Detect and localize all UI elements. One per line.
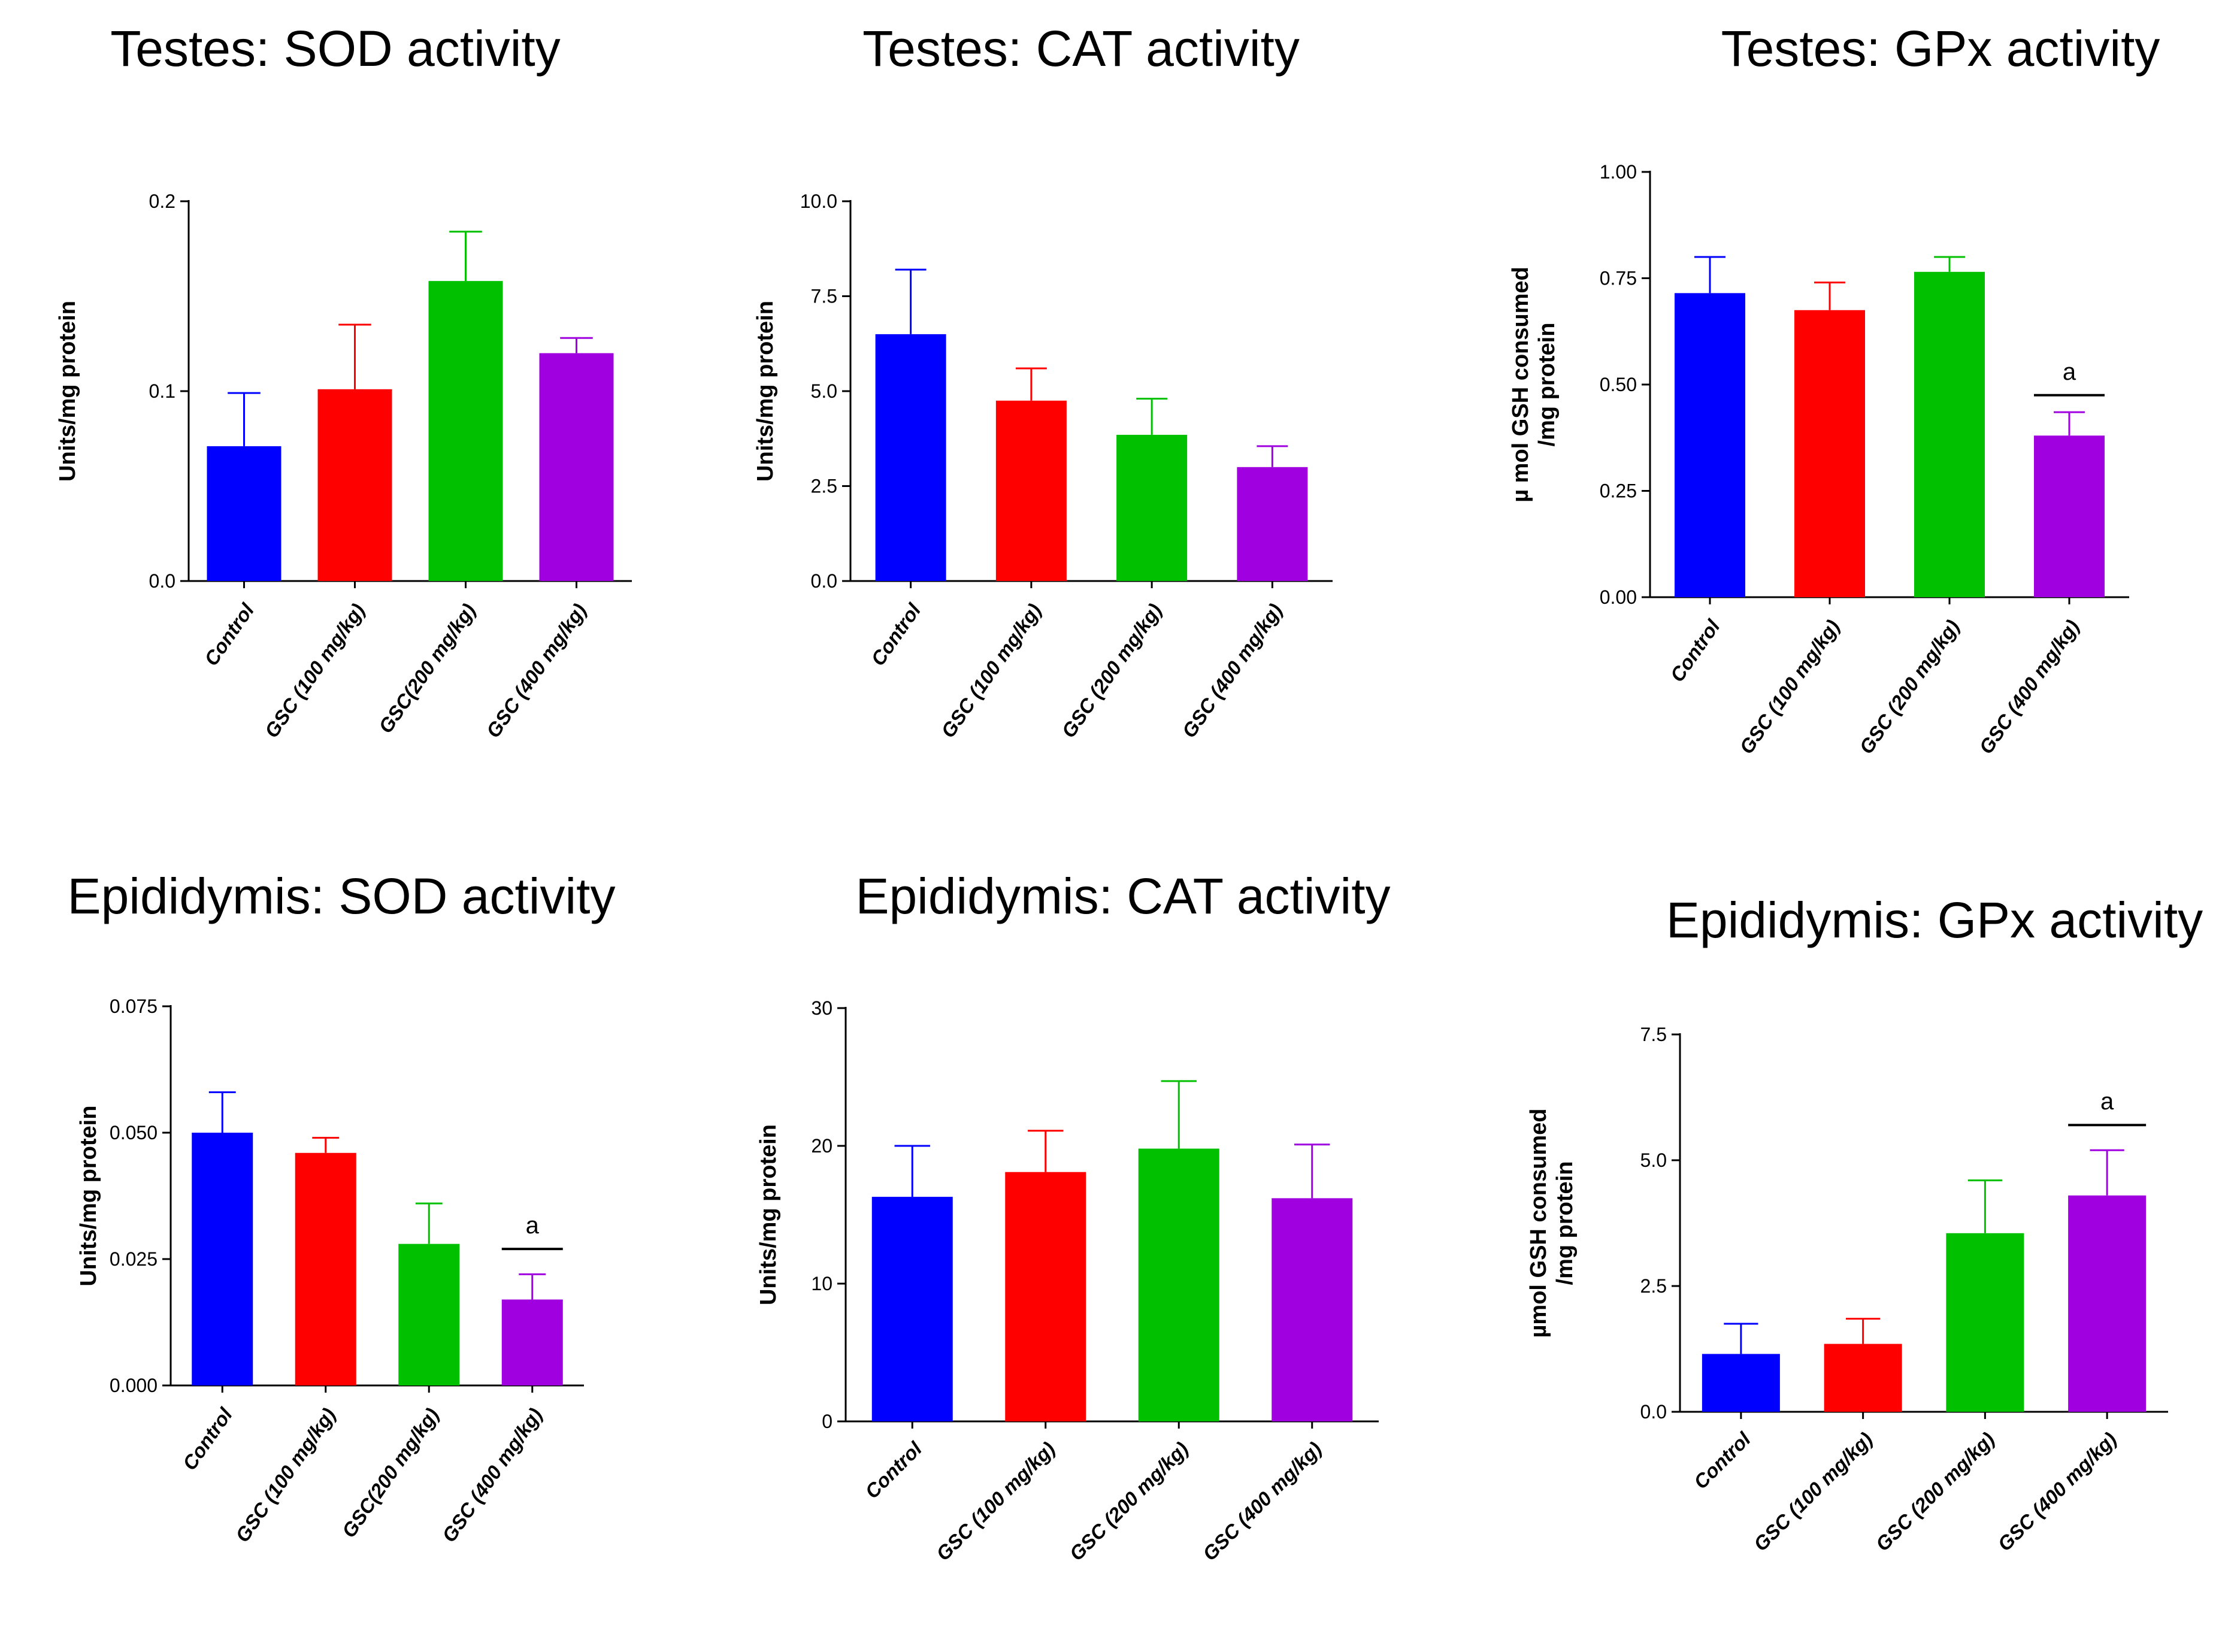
x-tick-label: GSC (100 mg/kg) xyxy=(932,1438,1059,1565)
y-axis-label: /mg protein xyxy=(1552,1161,1578,1285)
x-tick-label: GSC (200 mg/kg) xyxy=(1871,1428,1999,1556)
y-axis-label: Units/mg protein xyxy=(753,301,778,482)
y-tick-label: 5.0 xyxy=(1640,1149,1667,1171)
x-tick-label: GSC (400 mg/kg) xyxy=(482,600,591,742)
panel-testes-gpx: Testes: GPx activity 0.00 0.25 0.50 0.75 1.0… xyxy=(1508,20,2160,758)
bar xyxy=(501,1299,563,1385)
panel-epididymis-sod: Epididymis: SOD activity 0.000 0.025 0.050… xyxy=(68,868,616,1546)
significance-label: a xyxy=(526,1212,540,1239)
panel-title: Testes: CAT activity xyxy=(862,20,1300,77)
y-axis-label: Units/mg protein xyxy=(756,1124,781,1305)
y-tick-label: 10 xyxy=(811,1273,833,1294)
y-tick-label: 0 xyxy=(822,1411,833,1432)
y-tick-label: 0.075 xyxy=(110,996,158,1017)
bar xyxy=(871,1197,953,1421)
x-tick-label: GSC (100 mg/kg) xyxy=(1735,616,1844,758)
y-tick-label: 0.75 xyxy=(1600,268,1637,289)
y-tick-label: 5.0 xyxy=(811,380,837,402)
bar xyxy=(1702,1354,1780,1412)
y-tick-label: 7.5 xyxy=(811,286,837,307)
x-tick-label: Control xyxy=(861,1437,927,1503)
y-tick-label: 2.5 xyxy=(1640,1275,1667,1297)
y-tick-label: 0.2 xyxy=(149,190,175,212)
x-tick-label: Control xyxy=(178,1403,237,1474)
panel-testes-sod: Testes: SOD activity 0.0 0.1 0.2 Units/mg p… xyxy=(55,20,632,742)
panel-title: Epididymis: CAT activity xyxy=(855,868,1390,924)
y-tick-label: 0.0 xyxy=(149,570,175,592)
y-axis-label: Units/mg protein xyxy=(55,301,80,482)
bar xyxy=(1005,1172,1086,1421)
y-tick-label: 0.025 xyxy=(110,1248,158,1270)
x-tick-label: Control xyxy=(867,599,925,670)
y-tick-label: 0.050 xyxy=(110,1122,158,1143)
bar xyxy=(398,1243,460,1385)
x-tick-label: Control xyxy=(200,599,259,670)
x-tick-label: GSC (200 mg/kg) xyxy=(1057,600,1166,742)
y-axis-label: µ mol GSH consumed xyxy=(1508,267,1533,503)
bar xyxy=(1272,1198,1353,1421)
bar xyxy=(875,334,946,581)
bar xyxy=(1914,271,1985,598)
y-tick-label: 20 xyxy=(811,1135,833,1157)
panel-epididymis-gpx: Epididymis: GPx activity 0.0 2.5 5.0 7.5 µmo… xyxy=(1526,892,2203,1556)
bar xyxy=(539,353,614,581)
x-tick-label: GSC (100 mg/kg) xyxy=(1749,1428,1877,1556)
significance-label: a xyxy=(2100,1088,2114,1115)
x-tick-label: GSC (400 mg/kg) xyxy=(1198,1438,1326,1565)
panel-title: Testes: GPx activity xyxy=(1721,20,2160,77)
y-axis-label: µmol GSH consumed xyxy=(1526,1109,1551,1338)
panel-testes-cat: Testes: CAT activity 0.0 2.5 5.0 7.5 10.0 Uni… xyxy=(753,20,1333,742)
y-tick-label: 0.1 xyxy=(149,380,175,402)
x-tick-label: GSC (200 mg/kg) xyxy=(1855,616,1964,758)
y-tick-label: 0.0 xyxy=(811,570,837,592)
panel-title: Epididymis: SOD activity xyxy=(68,868,616,924)
bar xyxy=(1675,293,1745,597)
x-tick-label: GSC(200 mg/kg) xyxy=(374,600,480,737)
bar xyxy=(2034,435,2105,597)
y-tick-label: 0.0 xyxy=(1640,1401,1667,1423)
x-tick-label: GSC (100 mg/kg) xyxy=(231,1404,340,1547)
panel-epididymis-cat: Epididymis: CAT activity 0 10 20 30 Units/mg… xyxy=(756,868,1391,1565)
x-tick-label: GSC (100 mg/kg) xyxy=(937,600,1046,742)
y-axis-label: Units/mg protein xyxy=(76,1106,101,1287)
bar xyxy=(207,446,281,581)
panel-title: Testes: SOD activity xyxy=(110,20,561,77)
bar xyxy=(1116,434,1188,581)
x-tick-label: GSC (400 mg/kg) xyxy=(1177,600,1286,742)
bar xyxy=(1237,467,1308,581)
bar xyxy=(295,1152,356,1385)
x-tick-label: Control xyxy=(1690,1427,1755,1493)
panel-title: Epididymis: GPx activity xyxy=(1666,892,2203,948)
x-tick-label: GSC (100 mg/kg) xyxy=(260,600,369,742)
bar xyxy=(1824,1344,1902,1412)
bar xyxy=(1794,310,1865,597)
bar xyxy=(428,281,503,581)
y-tick-label: 0.50 xyxy=(1600,374,1637,395)
y-axis-label: /mg protein xyxy=(1534,323,1560,447)
y-tick-label: 30 xyxy=(811,997,833,1019)
x-tick-label: GSC (200 mg/kg) xyxy=(1065,1438,1192,1565)
bar xyxy=(2068,1195,2147,1412)
significance-label: a xyxy=(2063,359,2076,385)
y-tick-label: 1.00 xyxy=(1600,161,1637,183)
y-tick-label: 0.25 xyxy=(1600,480,1637,502)
x-tick-label: GSC (400 mg/kg) xyxy=(1993,1428,2121,1556)
bar xyxy=(1946,1233,2024,1412)
bar xyxy=(317,389,392,581)
bar xyxy=(192,1133,253,1385)
y-tick-label: 0.000 xyxy=(110,1375,158,1396)
x-tick-label: Control xyxy=(1666,615,1724,686)
bar xyxy=(995,400,1067,581)
x-tick-label: GSC (400 mg/kg) xyxy=(438,1404,547,1547)
x-tick-label: GSC(200 mg/kg) xyxy=(337,1404,443,1542)
y-tick-label: 7.5 xyxy=(1640,1024,1667,1045)
bar xyxy=(1138,1148,1219,1421)
x-tick-label: GSC (400 mg/kg) xyxy=(1975,616,2084,758)
y-tick-label: 0.00 xyxy=(1600,586,1637,608)
y-tick-label: 2.5 xyxy=(811,476,837,497)
y-tick-label: 10.0 xyxy=(800,190,837,212)
